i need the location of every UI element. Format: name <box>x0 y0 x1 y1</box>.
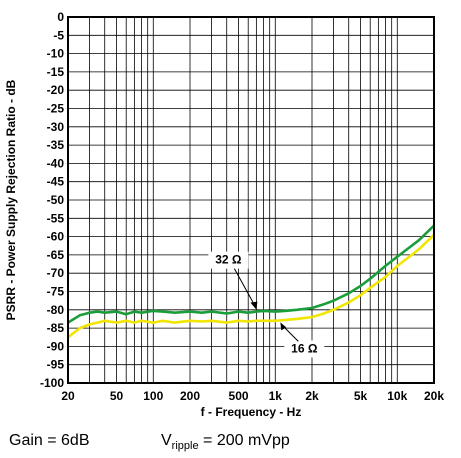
annotation-bg <box>208 251 249 269</box>
x-tick-label: 10k <box>387 389 407 403</box>
series-line-32-ohm <box>67 224 435 324</box>
y-tick-label: -50 <box>47 193 65 207</box>
x-tick-label: 100 <box>143 389 163 403</box>
x-axis-label: f - Frequency - Hz <box>201 405 302 419</box>
x-tick-label: 500 <box>229 389 249 403</box>
ripple-value: = 200 mVpp <box>198 432 290 449</box>
annotation-arrowhead <box>280 322 287 331</box>
y-tick-label: -45 <box>47 175 65 189</box>
y-tick-label: -20 <box>47 83 65 97</box>
y-tick-label: -60 <box>47 230 65 244</box>
x-tick-label: 20 <box>61 389 75 403</box>
annotation-arrowhead <box>250 301 258 310</box>
y-tick-label: -35 <box>47 138 65 152</box>
y-tick-label: -15 <box>47 65 65 79</box>
x-tick-label: 2k <box>305 389 319 403</box>
series-lines <box>67 224 435 339</box>
ripple-symbol: V <box>161 432 172 449</box>
ripple-subscript: ripple <box>171 440 199 453</box>
annotation-bg <box>284 340 325 358</box>
grid <box>68 17 434 383</box>
y-tick-label: -95 <box>47 358 65 372</box>
y-tick-label: -85 <box>47 321 65 335</box>
y-tick-label: -90 <box>47 339 65 353</box>
y-tick-label: -55 <box>47 211 65 225</box>
y-tick-label: -5 <box>53 28 64 42</box>
x-tick-label: 50 <box>110 389 124 403</box>
y-tick-label: -10 <box>47 47 65 61</box>
y-axis-label: PSRR - Power Supply Rejection Ratio - dB <box>4 79 18 320</box>
y-tick-label: -25 <box>47 102 65 116</box>
x-tick-label: 200 <box>180 389 200 403</box>
annotation-label-32-ohm: 32 Ω <box>215 253 242 267</box>
y-tick-labels: 0 -5 -10 -15 -20 -25 -30 -35 -40 -45 -50 -55 -60 -65 -… <box>40 10 64 390</box>
annotation-arrow <box>233 268 256 307</box>
x-tick-label: 1k <box>269 389 283 403</box>
x-tick-label: 20k <box>424 389 444 403</box>
y-tick-label: -70 <box>47 266 65 280</box>
y-tick-label: -40 <box>47 156 65 170</box>
annotations: 32 Ω 16 Ω <box>208 251 325 358</box>
y-tick-label: -75 <box>47 285 65 299</box>
plot-frame <box>67 16 435 384</box>
y-tick-label: -30 <box>47 120 65 134</box>
annotation-label-16-ohm: 16 Ω <box>291 341 318 355</box>
ripple-caption: Vripple = 200 mVpp <box>161 432 290 452</box>
gain-caption: Gain = 6dB <box>9 432 90 449</box>
y-tick-label: -80 <box>47 303 65 317</box>
x-tick-labels: 20 50 100 200 500 1k 2k 5k 10k 20k <box>61 389 444 403</box>
x-tick-label: 5k <box>354 389 368 403</box>
y-tick-label: -100 <box>40 376 64 390</box>
series-line-16-ohm <box>67 233 435 339</box>
y-tick-label: -65 <box>47 248 65 262</box>
y-tick-label: 0 <box>57 10 64 24</box>
psrr-chart: 32 Ω 16 Ω 0 -5 -10 -15 -20 -25 -30 -35 -40 -45 -50 -… <box>4 10 444 419</box>
